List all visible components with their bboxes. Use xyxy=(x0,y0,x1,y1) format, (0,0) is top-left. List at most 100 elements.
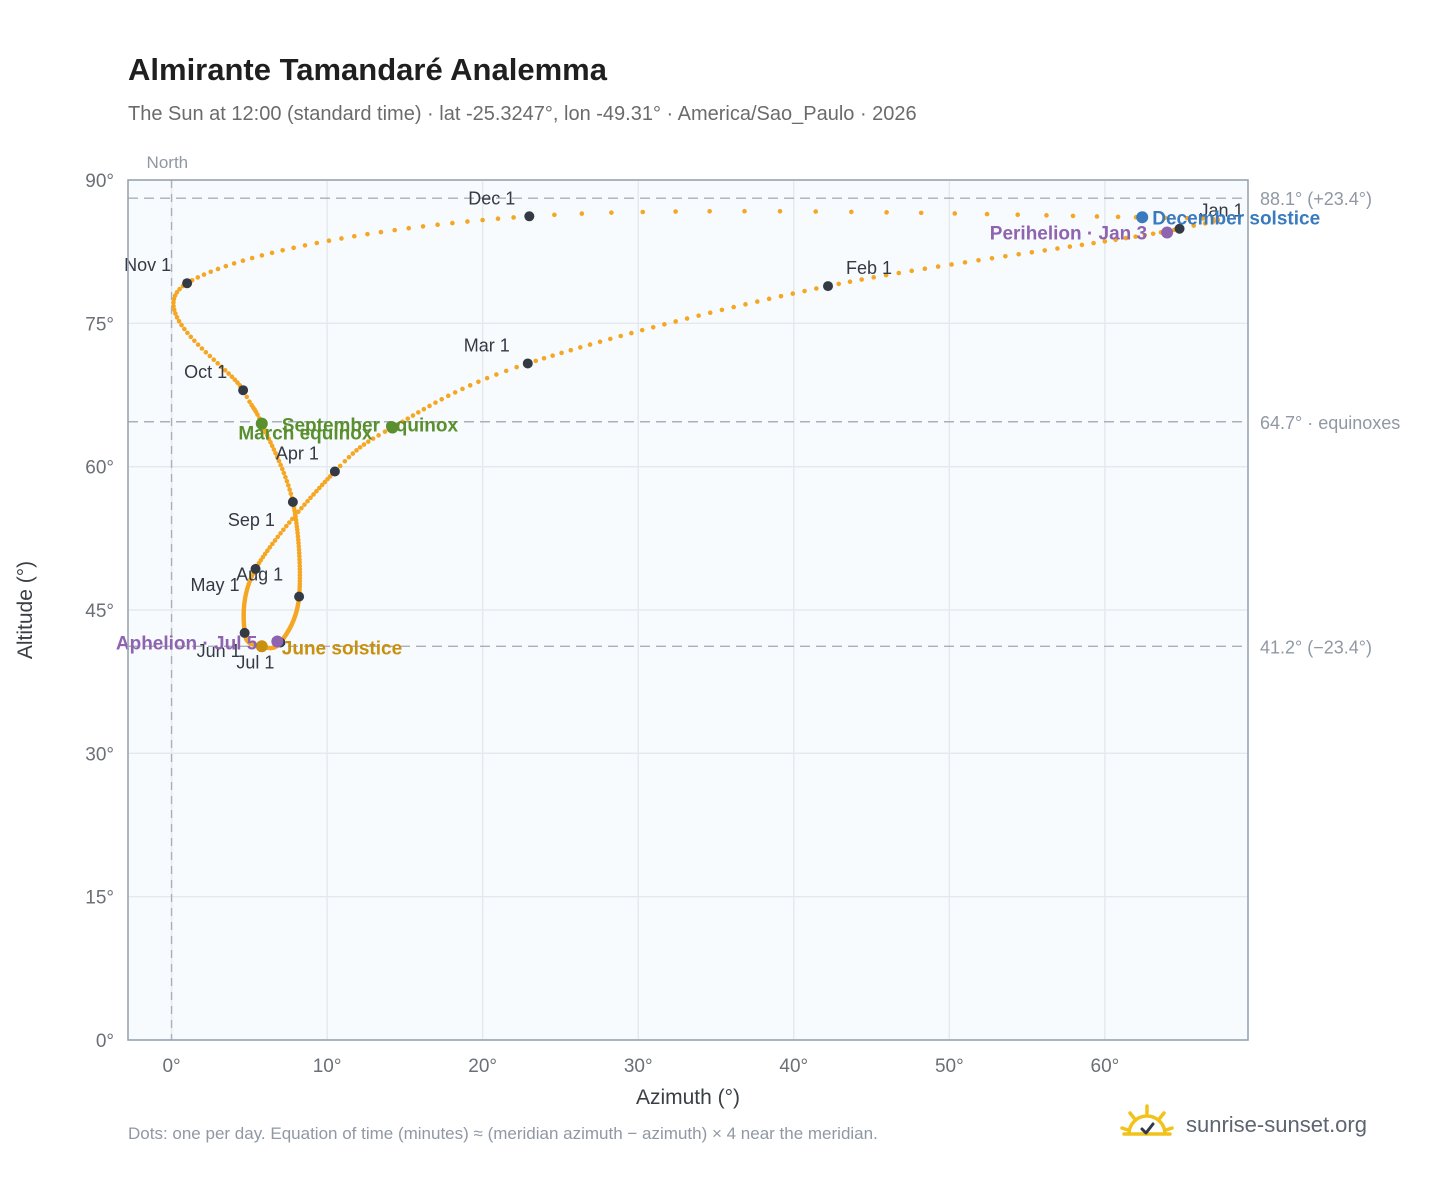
daily-dot xyxy=(188,334,194,340)
daily-dot xyxy=(203,350,209,355)
reference-label: 64.7° · equinoxes xyxy=(1260,413,1400,433)
daily-dot xyxy=(173,311,178,316)
sun-logo-icon xyxy=(1120,1104,1174,1136)
daily-dot xyxy=(273,450,278,456)
daily-dot xyxy=(511,215,516,220)
x-tick-label: 60° xyxy=(1091,1056,1120,1077)
reference-label: 88.1° (+23.4°) xyxy=(1260,189,1372,209)
daily-dot xyxy=(918,210,924,216)
daily-dot xyxy=(439,396,445,402)
daily-dot xyxy=(1003,253,1008,259)
daily-dot xyxy=(302,243,308,248)
daily-dot xyxy=(952,211,958,216)
daily-dot xyxy=(299,505,304,511)
x-tick-label: 50° xyxy=(935,1056,964,1077)
daily-dot xyxy=(1115,214,1121,220)
daily-dot xyxy=(286,483,291,488)
event-marker xyxy=(1136,211,1149,224)
daily-dot xyxy=(296,509,301,515)
daily-dot xyxy=(244,394,250,400)
event-label: June solstice xyxy=(282,638,402,659)
daily-dot xyxy=(1142,232,1148,238)
grid xyxy=(128,179,1248,1041)
daily-dot xyxy=(597,339,603,345)
month-marker xyxy=(250,563,261,574)
daily-dot xyxy=(962,260,968,265)
daily-dot xyxy=(1015,212,1021,217)
daily-dot xyxy=(662,322,667,327)
daily-dot xyxy=(354,448,359,453)
daily-dot xyxy=(314,488,319,494)
daily-dot xyxy=(989,255,995,261)
daily-dot xyxy=(392,227,397,233)
month-label: Sep 1 xyxy=(228,510,275,530)
daily-dot xyxy=(909,268,915,274)
y-axis-label: Altitude (°) xyxy=(14,561,37,659)
daily-dot xyxy=(229,374,235,379)
daily-dot xyxy=(361,442,367,447)
daily-dot xyxy=(400,419,405,424)
axis-ticks: 0° 10° 20° 30° 40° 50° 60° 0° 15° 30° 45° 60° 75° 90° xyxy=(85,171,1119,1077)
daily-dot xyxy=(707,208,712,214)
daily-dot xyxy=(460,386,465,392)
daily-dot xyxy=(684,316,690,321)
daily-dot xyxy=(249,402,254,408)
daily-dot xyxy=(215,266,221,272)
daily-dot xyxy=(1113,237,1118,243)
brand-name: sunrise-sunset.org xyxy=(1186,1112,1367,1137)
daily-dot xyxy=(275,534,281,540)
y-tick-label: 30° xyxy=(85,744,114,765)
daily-dot xyxy=(1079,242,1085,248)
daily-dot xyxy=(790,291,796,296)
daily-dot xyxy=(1150,231,1156,237)
month-label: Aug 1 xyxy=(236,565,283,585)
daily-dot xyxy=(247,399,252,405)
daily-dot xyxy=(351,233,357,239)
daily-dot xyxy=(1042,248,1048,253)
month-label: Jul 1 xyxy=(236,652,274,672)
daily-dot xyxy=(317,485,322,491)
daily-dot xyxy=(296,550,302,556)
daily-dot xyxy=(182,326,187,332)
daily-dot xyxy=(1055,246,1060,251)
daily-dot xyxy=(269,250,275,256)
daily-dot xyxy=(883,272,889,278)
x-tick-label: 40° xyxy=(779,1056,808,1077)
daily-dot xyxy=(174,315,180,320)
daily-dot xyxy=(777,209,783,214)
daily-dot xyxy=(192,338,197,344)
daily-dot xyxy=(174,289,180,295)
daily-dot xyxy=(922,266,928,272)
daily-dot xyxy=(280,247,285,253)
daily-dot xyxy=(314,240,320,246)
daily-dot xyxy=(731,304,736,310)
daily-dot xyxy=(550,353,555,358)
brand[interactable]: sunrise-sunset.org xyxy=(1120,1100,1367,1150)
daily-dot xyxy=(211,357,217,363)
daily-dot xyxy=(1123,235,1129,241)
daily-dot xyxy=(445,393,451,399)
daily-dot xyxy=(552,212,557,218)
daily-dot xyxy=(346,454,352,460)
daily-dot xyxy=(240,258,246,264)
daily-dot xyxy=(295,534,301,539)
daily-dot xyxy=(802,288,807,294)
daily-dot xyxy=(276,458,282,464)
daily-dot xyxy=(199,346,205,351)
daily-dot xyxy=(742,208,747,214)
daily-dot xyxy=(650,324,656,330)
event-marker xyxy=(255,640,268,653)
daily-dot xyxy=(587,342,593,347)
daily-dot xyxy=(195,275,201,280)
month-label: Mar 1 xyxy=(464,335,510,355)
daily-dot xyxy=(219,364,224,370)
daily-dot xyxy=(1162,215,1168,221)
daily-dot xyxy=(171,300,176,305)
event-marker xyxy=(386,421,399,434)
daily-dot xyxy=(297,557,302,562)
daily-dot xyxy=(201,272,207,277)
daily-dot xyxy=(541,356,547,361)
month-label: Jan 1 xyxy=(1200,201,1244,221)
daily-dot xyxy=(319,482,325,488)
daily-dot xyxy=(559,350,564,356)
